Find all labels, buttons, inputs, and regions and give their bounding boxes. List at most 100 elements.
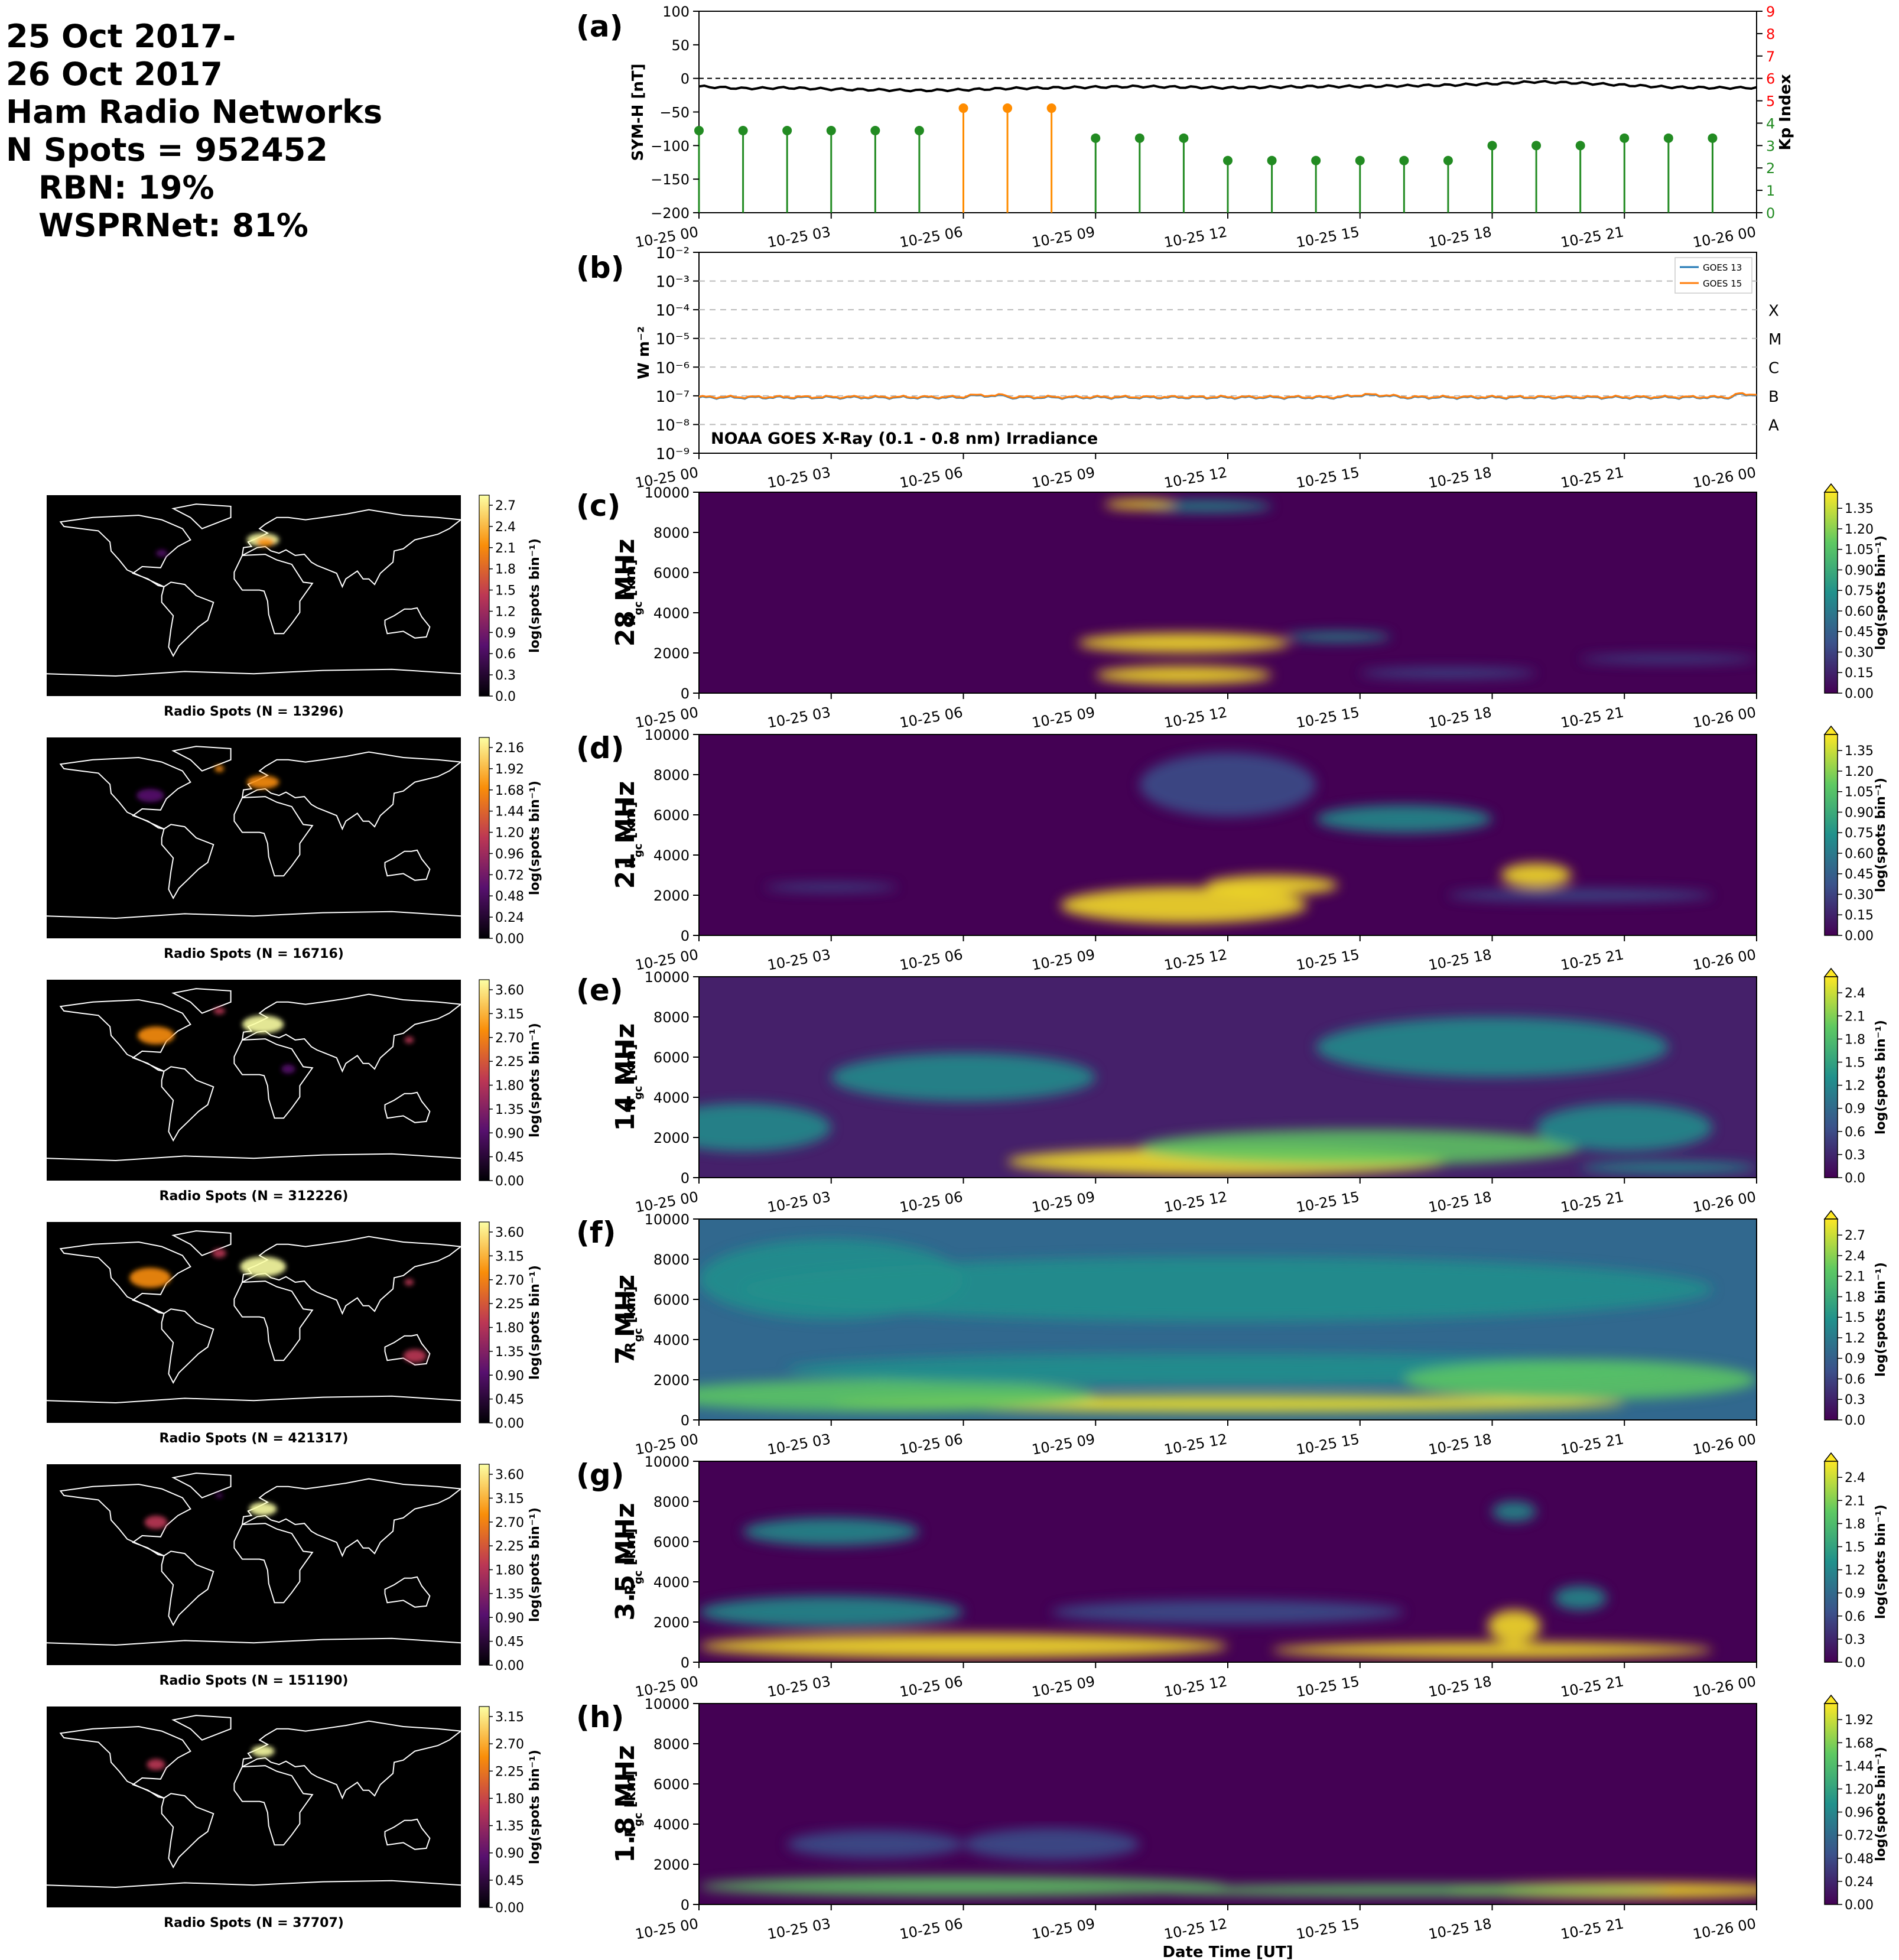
rti-4-xtick-label: 10-26 00 xyxy=(1692,1673,1757,1700)
cbar-tick-label: 0.0 xyxy=(1845,1413,1865,1428)
cbar-tick-label: 0.00 xyxy=(1845,1898,1874,1913)
rti-2-xtick-label: 10-26 00 xyxy=(1692,1188,1757,1215)
rti-5-xtick-label: 10-25 21 xyxy=(1559,1915,1625,1942)
map-cbar-tick-label: 2.70 xyxy=(495,1737,524,1752)
flare-class-label: A xyxy=(1768,417,1779,435)
map-panel-5: Radio Spots (N = 37707) 3.15 2.70 2.25 1.80 1… xyxy=(46,1706,542,1930)
map-spot-cluster xyxy=(242,1015,284,1033)
rti-1-xtick-label: 10-26 00 xyxy=(1692,946,1757,973)
kp-marker xyxy=(694,125,704,135)
cbar-tick-label: 1.92 xyxy=(1845,1713,1874,1728)
panel-label: (g) xyxy=(576,1458,625,1492)
rti-ytick-label: 0 xyxy=(681,1655,690,1671)
rti-hotspot xyxy=(1078,633,1290,653)
map-cbar-tick-label: 1.92 xyxy=(495,762,524,777)
panel-b-frame xyxy=(698,252,1757,454)
kp-marker xyxy=(1575,141,1585,151)
kp-marker xyxy=(1223,155,1233,165)
panel-label: (c) xyxy=(576,489,620,523)
panel-a-ytick-label: 0 xyxy=(681,71,690,87)
map-coastline xyxy=(233,554,314,635)
panel-b-ytick-label: 10⁻⁶ xyxy=(656,359,690,377)
rti-1-xtick-label: 10-25 15 xyxy=(1295,946,1361,973)
rti-hotspot xyxy=(1104,499,1175,509)
panel-a-rtick-label: 2 xyxy=(1766,160,1775,177)
kp-marker xyxy=(1046,103,1056,113)
cbar-tick-label: 0.30 xyxy=(1845,645,1874,660)
band-label: 3.5 MHz xyxy=(610,1503,640,1620)
kp-marker xyxy=(1620,133,1630,143)
map-cbar-tick-label: 1.68 xyxy=(495,784,524,798)
cbar-extend-arrow xyxy=(1823,1210,1839,1220)
panel-a-xtick-label: 10-25 18 xyxy=(1427,223,1492,251)
panel-b-ytick-label: 10⁻⁷ xyxy=(656,388,690,406)
rti-4-xtick-label: 10-25 18 xyxy=(1427,1673,1492,1700)
rti-hotspot xyxy=(1139,1884,1669,1897)
cbar-tick-label: 1.2 xyxy=(1845,1331,1865,1346)
map-cbar-tick-label: 1.35 xyxy=(495,1587,524,1602)
map-coastline xyxy=(161,1066,214,1142)
map-coastline xyxy=(384,1334,431,1366)
cbar-tick-label: 1.20 xyxy=(1845,1783,1874,1798)
map-cbar-tick-label: 3.15 xyxy=(495,1710,524,1725)
cbar-tick-label: 2.7 xyxy=(1845,1228,1865,1243)
map-spots xyxy=(129,1249,427,1363)
rti-3-xtick-label: 10-25 18 xyxy=(1427,1431,1492,1458)
map-cbar-tick-label: 0.90 xyxy=(495,1611,524,1626)
cbar-tick-label: 0.6 xyxy=(1845,1610,1865,1624)
map-coastline xyxy=(161,1551,214,1627)
rti-hotspots xyxy=(699,1239,1757,1412)
rti-ytick-label: 4000 xyxy=(653,1332,690,1348)
map-coastline xyxy=(161,1308,214,1384)
kp-marker xyxy=(1355,155,1365,165)
cbar-tick-label: 1.68 xyxy=(1845,1736,1874,1751)
rti-heatmap-2 xyxy=(699,977,1757,1178)
cbar-extend-arrow xyxy=(1823,483,1839,493)
map-cbar-label: log(spots bin⁻¹) xyxy=(528,1507,542,1622)
rti-ytick-label: 2000 xyxy=(653,1614,690,1631)
map-panels: Radio Spots (N = 13296) 2.7 2.4 2.1 1.8 1.5 1.… xyxy=(46,495,542,1930)
cbar-tick-label: 1.5 xyxy=(1845,1540,1865,1555)
map-coastline xyxy=(46,911,461,919)
rti-ytick-label: 8000 xyxy=(653,1736,690,1753)
rti-hotspot xyxy=(787,1830,964,1858)
rti-2-xtick-label: 10-25 21 xyxy=(1559,1188,1625,1215)
rti-hotspot xyxy=(743,1517,919,1546)
cbar-tick-label: 1.2 xyxy=(1845,1079,1865,1094)
cbar-extend-arrow xyxy=(1823,725,1839,735)
map-background xyxy=(47,737,461,938)
kp-marker xyxy=(1091,133,1101,143)
map-spot-cluster xyxy=(404,1036,414,1044)
rti-ytick-label: 0 xyxy=(681,1170,690,1187)
cbar-tick-label: 1.35 xyxy=(1845,744,1874,759)
map-cbar-tick-label: 0.45 xyxy=(495,1150,524,1165)
rti-colorbar xyxy=(1824,734,1838,936)
map-spot-cluster xyxy=(155,550,168,557)
cbar-tick-label: 0.9 xyxy=(1845,1587,1865,1601)
map-cbar-tick-label: 2.7 xyxy=(495,499,516,513)
map-spot-cluster xyxy=(129,1267,171,1288)
rti-3-xtick-label: 10-25 12 xyxy=(1163,1431,1228,1458)
cbar-tick-label: 1.8 xyxy=(1845,1517,1865,1532)
rti-ytick-label: 8000 xyxy=(653,1252,690,1268)
summary-network: Ham Radio Networks xyxy=(6,93,383,131)
map-coastline xyxy=(233,1523,314,1604)
rti-hotspot xyxy=(1488,1610,1541,1642)
panel-b-ytick-label: 10⁻² xyxy=(656,245,690,262)
rti-ytick-label: 4000 xyxy=(653,1816,690,1833)
panel-b-ytick-label: 10⁻³ xyxy=(656,274,690,291)
map-cbar-tick-label: 0.6 xyxy=(495,647,516,662)
map-cbar-tick-label: 0.90 xyxy=(495,1369,524,1383)
map-cbar-tick-label: 0.45 xyxy=(495,1393,524,1408)
map-cbar-tick-label: 3.15 xyxy=(495,1491,524,1506)
cbar-tick-label: 1.20 xyxy=(1845,522,1874,537)
panel-b-xtick-label: 10-25 03 xyxy=(766,464,832,491)
map-coastline xyxy=(171,746,232,772)
rti-hotspot xyxy=(1501,863,1572,888)
rti-hotspot xyxy=(1404,1360,1757,1400)
cbar-tick-label: 1.20 xyxy=(1845,765,1874,779)
rti-ytick-label: 10000 xyxy=(645,1454,690,1470)
cbar-tick-label: 1.8 xyxy=(1845,1290,1865,1305)
cbar-tick-label: 0.00 xyxy=(1845,929,1874,944)
